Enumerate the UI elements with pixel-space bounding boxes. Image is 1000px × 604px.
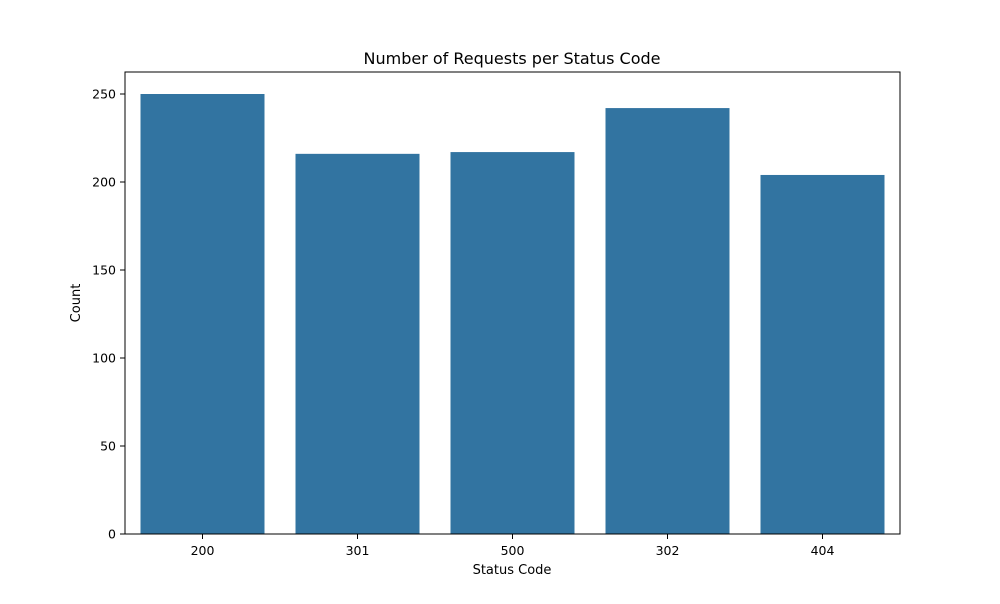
x-tick-label: 404: [811, 543, 835, 558]
x-tick-label: 301: [346, 543, 370, 558]
y-axis-ticks: 0 50 100 150 200 250: [92, 87, 125, 542]
bar-404: [760, 174, 885, 534]
y-tick-label: 150: [92, 263, 116, 278]
y-axis-label: Count: [69, 284, 84, 323]
y-tick-label: 200: [92, 175, 116, 190]
y-tick-label: 250: [92, 87, 116, 102]
bar-200: [140, 94, 265, 534]
x-tick-label: 200: [191, 543, 215, 558]
y-tick-label: 0: [108, 527, 116, 542]
y-tick-label: 100: [92, 351, 116, 366]
x-tick-label: 500: [501, 543, 525, 558]
chart-title: Number of Requests per Status Code: [364, 49, 661, 68]
x-axis-label: Status Code: [473, 563, 552, 578]
bar-301: [295, 153, 420, 534]
bar-302: [605, 108, 730, 534]
x-axis-ticks: 200 301 500 302 404: [191, 534, 835, 558]
y-tick-label: 50: [100, 439, 116, 454]
bar-500: [450, 152, 575, 534]
bars-group: [140, 94, 885, 534]
x-tick-label: 302: [656, 543, 680, 558]
